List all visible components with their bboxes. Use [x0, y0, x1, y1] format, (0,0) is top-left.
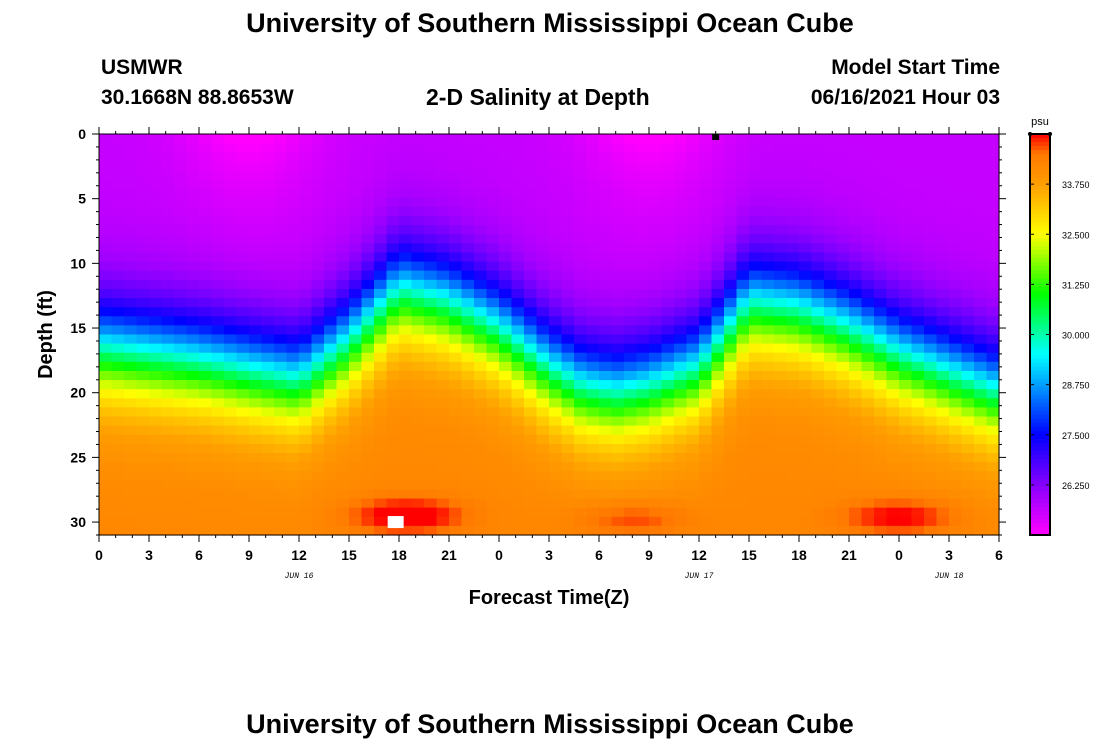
- x-tick-label: 15: [741, 547, 757, 563]
- x-tick-label: 18: [391, 547, 407, 563]
- colorbar-tick-label: 30.000: [1062, 331, 1090, 341]
- y-axis-label: Depth (ft): [35, 290, 57, 379]
- y-tick-label: 15: [70, 320, 86, 336]
- y-tick-label: 0: [78, 126, 86, 142]
- colorbar-tick-label: 33.750: [1062, 180, 1090, 190]
- colorbar-tick-label: 26.250: [1062, 481, 1090, 491]
- colorbar-tick-label: 32.500: [1062, 230, 1090, 240]
- colorbar-tick-label: 31.250: [1062, 280, 1090, 290]
- model-start-label: Model Start Time: [831, 56, 1000, 79]
- chart-title: University of Southern Mississippi Ocean…: [246, 8, 854, 38]
- colorbar-tick-label: 28.750: [1062, 381, 1090, 391]
- colorbar-corner: [1048, 132, 1052, 136]
- bottom-marker: [387, 516, 404, 529]
- station-coords: 30.1668N 88.8653W: [101, 86, 294, 109]
- date-label: JUN 18: [935, 572, 964, 581]
- station-id: USMWR: [101, 56, 183, 79]
- x-tick-label: 9: [245, 547, 253, 563]
- x-tick-label: 15: [341, 547, 357, 563]
- x-tick-label: 12: [291, 547, 307, 563]
- chart-subtitle: 2-D Salinity at Depth: [426, 84, 650, 110]
- colorbar-corner: [1028, 132, 1032, 136]
- footer-title: University of Southern Mississippi Ocean…: [246, 709, 854, 739]
- date-label: JUN 17: [685, 572, 714, 581]
- x-tick-label: 0: [495, 547, 503, 563]
- x-tick-label: 0: [895, 547, 903, 563]
- x-tick-label: 21: [441, 547, 457, 563]
- y-tick-label: 30: [70, 514, 86, 530]
- y-tick-label: 10: [70, 255, 86, 271]
- x-tick-label: 21: [841, 547, 857, 563]
- colorbar-tick-label: 27.500: [1062, 431, 1090, 441]
- x-tick-label: 12: [691, 547, 707, 563]
- x-tick-label: 3: [145, 547, 153, 563]
- x-axis-label: Forecast Time(Z): [469, 587, 630, 609]
- model-start-value: 06/16/2021 Hour 03: [810, 86, 1000, 109]
- y-tick-label: 20: [70, 385, 86, 401]
- y-tick-label: 5: [78, 191, 86, 207]
- x-tick-label: 9: [645, 547, 653, 563]
- x-tick-label: 3: [545, 547, 553, 563]
- date-label: JUN 16: [285, 572, 314, 581]
- x-tick-label: 6: [195, 547, 203, 563]
- x-tick-label: 0: [95, 547, 103, 563]
- y-tick-label: 25: [70, 449, 86, 465]
- salinity-heatmap: [99, 134, 1000, 536]
- colorbar-unit: psu: [1031, 116, 1049, 128]
- x-tick-label: 3: [945, 547, 953, 563]
- x-tick-label: 6: [595, 547, 603, 563]
- x-tick-label: 6: [995, 547, 1003, 563]
- colorbar: [1030, 134, 1050, 536]
- surface-marker: [712, 134, 720, 140]
- x-tick-label: 18: [791, 547, 807, 563]
